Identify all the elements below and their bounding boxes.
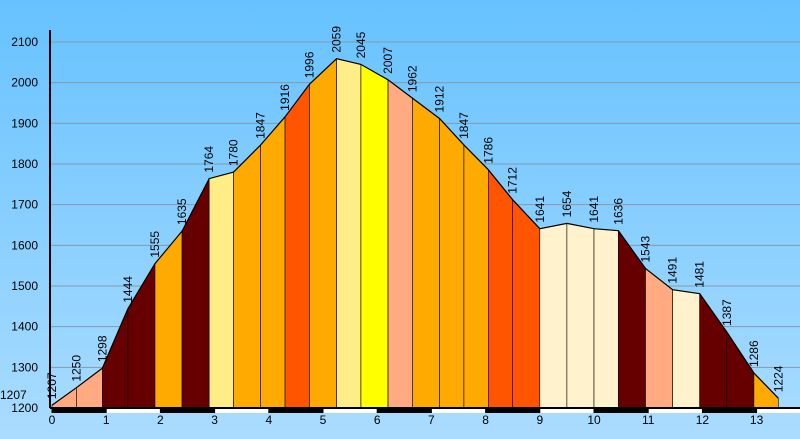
km-scale-bar <box>268 409 323 413</box>
elevation-label: 1764 <box>202 146 216 173</box>
elevation-segment <box>593 228 619 409</box>
elevation-segment <box>260 116 286 409</box>
elevation-label: 1481 <box>693 261 707 288</box>
elevation-label: 1962 <box>405 65 419 92</box>
km-scale-bar <box>214 409 269 413</box>
x-tick-label: 9 <box>536 413 543 427</box>
elevation-label: 1543 <box>638 235 652 262</box>
elevation-label: 1207 <box>0 388 27 402</box>
elevation-segment <box>439 117 465 409</box>
elevation-segment <box>566 223 595 409</box>
km-scale-bar <box>485 409 540 413</box>
km-scale-bar <box>594 409 649 413</box>
elevation-segment <box>463 144 489 409</box>
y-tick-label: 1400 <box>11 320 38 334</box>
x-tick-label: 2 <box>157 413 164 427</box>
elevation-label: 1387 <box>720 299 734 326</box>
elevation-segments <box>51 57 779 409</box>
km-scale-bar <box>756 409 800 413</box>
elevation-label: 1912 <box>433 85 447 112</box>
y-tick-label: 1600 <box>11 238 38 252</box>
y-tick-label: 1800 <box>11 157 38 171</box>
y-tick-label: 1200 <box>11 401 38 415</box>
elevation-label: 1636 <box>611 198 625 225</box>
elevation-label: 1916 <box>278 84 292 111</box>
x-tick-label: 4 <box>265 413 272 427</box>
km-scale-bar <box>323 409 378 413</box>
elevation-label: 1654 <box>560 190 574 217</box>
elevation-label: 1207 <box>45 372 59 399</box>
elevation-label: 1635 <box>175 198 189 225</box>
elevation-segment <box>233 144 261 409</box>
x-tick-label: 1 <box>103 413 110 427</box>
elevation-segment <box>512 199 541 409</box>
elevation-label: 2045 <box>354 31 368 58</box>
axes: 1200130014001500160017001800190020002100… <box>11 30 800 427</box>
data-labels: 1207 1250 1298 1444 1555 1635 1764 1780 1847 1916… <box>0 26 785 403</box>
km-scale-bar <box>377 409 432 413</box>
km-scale-bar <box>539 409 594 413</box>
elevation-segment <box>539 223 568 409</box>
x-tick-label: 7 <box>428 413 435 427</box>
elevation-segment <box>208 171 234 409</box>
x-tick-label: 11 <box>642 413 655 427</box>
km-scale-bar <box>106 409 161 413</box>
x-tick-label: 13 <box>750 413 764 427</box>
elevation-segment <box>336 58 362 409</box>
elevation-segment <box>412 97 440 409</box>
elevation-segment <box>672 289 700 409</box>
elevation-label: 1286 <box>747 340 761 367</box>
y-tick-label: 1500 <box>11 279 38 293</box>
y-tick-label: 1900 <box>11 116 38 130</box>
elevation-label: 1780 <box>227 139 241 166</box>
x-tick-label: 12 <box>696 413 710 427</box>
elevation-label: 1555 <box>148 231 162 258</box>
elevation-label: 1298 <box>95 335 109 362</box>
km-scale-bar <box>160 409 215 413</box>
elevation-segment <box>488 168 514 409</box>
elevation-label: 1996 <box>302 51 316 78</box>
x-tick-label: 6 <box>374 413 381 427</box>
elevation-segment <box>309 57 337 409</box>
elevation-label: 1224 <box>771 365 785 392</box>
y-tick-label: 1300 <box>11 360 38 374</box>
elevation-label: 1641 <box>587 196 601 223</box>
elevation-label: 1847 <box>457 112 471 139</box>
x-tick-label: 10 <box>587 413 601 427</box>
elevation-segment <box>284 83 310 409</box>
elevation-label: 2059 <box>330 26 344 53</box>
elevation-label: 1491 <box>666 257 680 284</box>
y-tick-label: 2000 <box>11 76 38 90</box>
y-tick-label: 2100 <box>11 35 38 49</box>
elevation-line <box>51 58 779 406</box>
km-scale-bar <box>648 409 703 413</box>
x-tick-label: 5 <box>320 413 327 427</box>
elevation-label: 2007 <box>381 47 395 74</box>
x-tick-label: 0 <box>49 413 56 427</box>
elevation-label: 1444 <box>121 276 135 303</box>
elevation-segment <box>360 63 389 409</box>
elevation-label: 1847 <box>254 112 268 139</box>
elevation-label: 1712 <box>506 167 520 194</box>
profile-outline <box>51 58 779 406</box>
x-tick-label: 3 <box>211 413 218 427</box>
elevation-segment <box>645 267 673 409</box>
km-scale-bar <box>52 409 107 413</box>
km-scale-bar <box>702 409 757 413</box>
elevation-label: 1641 <box>533 196 547 223</box>
y-tick-label: 1700 <box>11 198 38 212</box>
elevation-segment <box>387 79 413 409</box>
km-scale-bar <box>431 409 486 413</box>
x-tick-label: 8 <box>482 413 489 427</box>
elevation-label: 1786 <box>481 137 495 164</box>
elevation-label: 1250 <box>69 355 83 382</box>
